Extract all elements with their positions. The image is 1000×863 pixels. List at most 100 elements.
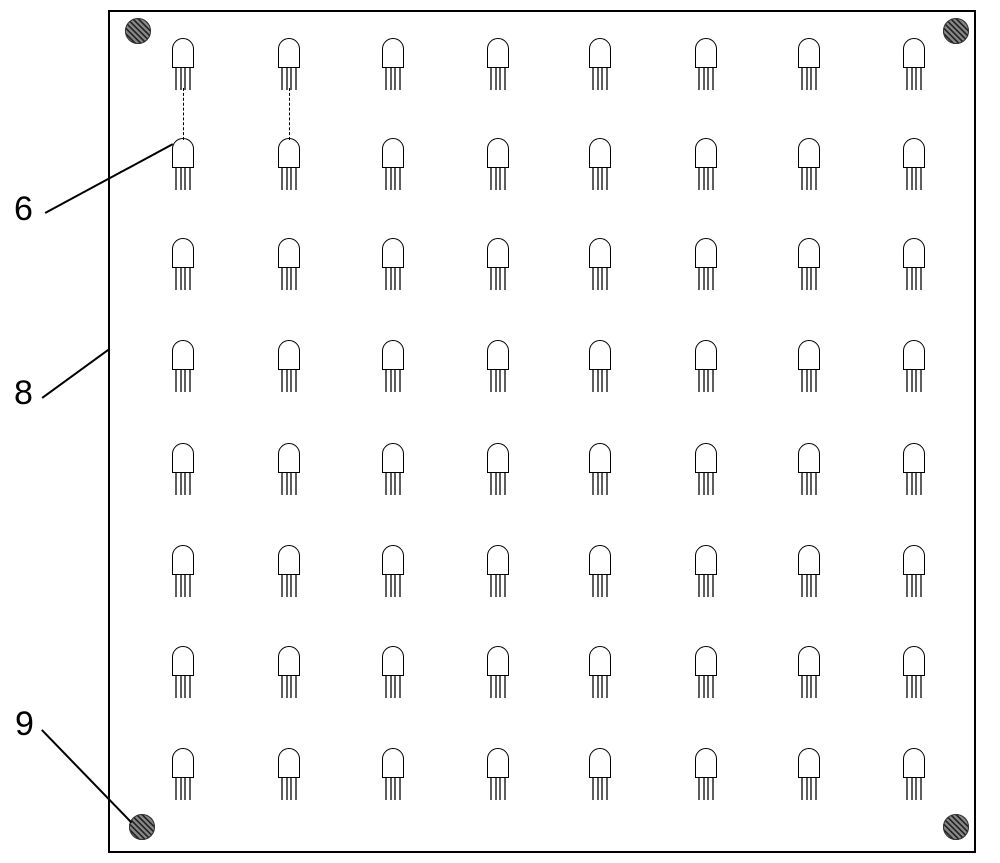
lead (703, 68, 705, 90)
lead (806, 778, 808, 800)
component-r6-c2 (382, 646, 404, 698)
component-body (487, 340, 509, 370)
lead (915, 168, 917, 190)
lead (286, 676, 288, 698)
component-r3-c0 (172, 340, 194, 392)
label-8: 8 (14, 374, 33, 413)
component-r3-c3 (487, 340, 509, 392)
lead (911, 473, 913, 495)
lead (801, 268, 803, 290)
component-r4-c4 (589, 443, 611, 495)
lead (920, 168, 922, 190)
lead (592, 168, 594, 190)
lead (385, 473, 387, 495)
component-leads (385, 68, 401, 90)
component-leads (906, 778, 922, 800)
component-body (278, 340, 300, 370)
lead (801, 676, 803, 698)
component-r4-c1 (278, 443, 300, 495)
component-leads (906, 473, 922, 495)
component-body (172, 238, 194, 268)
screw-1 (943, 18, 969, 44)
component-body (487, 646, 509, 676)
lead (911, 168, 913, 190)
lead (394, 168, 396, 190)
component-r6-c1 (278, 646, 300, 698)
component-r3-c1 (278, 340, 300, 392)
lead (707, 676, 709, 698)
component-leads (281, 268, 297, 290)
lead (295, 168, 297, 190)
lead (281, 268, 283, 290)
lead (490, 370, 492, 392)
lead (712, 370, 714, 392)
lead (703, 473, 705, 495)
component-leads (175, 68, 191, 90)
component-r5-c2 (382, 545, 404, 597)
lead (801, 370, 803, 392)
lead (920, 268, 922, 290)
lead (184, 778, 186, 800)
lead (920, 68, 922, 90)
lead (290, 168, 292, 190)
lead (189, 676, 191, 698)
component-r2-c3 (487, 238, 509, 290)
component-r2-c4 (589, 238, 611, 290)
lead (189, 370, 191, 392)
lead (385, 68, 387, 90)
lead (911, 68, 913, 90)
lead (399, 575, 401, 597)
component-body (903, 238, 925, 268)
component-body (903, 340, 925, 370)
lead (180, 778, 182, 800)
component-body (487, 443, 509, 473)
component-body (903, 138, 925, 168)
component-r0-c1 (278, 38, 300, 90)
lead (698, 778, 700, 800)
lead (703, 778, 705, 800)
lead (698, 575, 700, 597)
lead (712, 268, 714, 290)
component-leads (490, 473, 506, 495)
lead (175, 473, 177, 495)
component-r1-c2 (382, 138, 404, 190)
component-leads (281, 676, 297, 698)
component-leads (281, 778, 297, 800)
lead (707, 68, 709, 90)
lead (175, 575, 177, 597)
lead (703, 575, 705, 597)
component-leads (698, 575, 714, 597)
lead (920, 575, 922, 597)
lead (180, 676, 182, 698)
lead (295, 370, 297, 392)
lead (806, 370, 808, 392)
lead (592, 778, 594, 800)
component-leads (175, 575, 191, 597)
component-body (589, 238, 611, 268)
component-body (589, 38, 611, 68)
lead (390, 370, 392, 392)
lead (290, 370, 292, 392)
lead (815, 778, 817, 800)
component-r0-c0 (172, 38, 194, 90)
component-body (382, 238, 404, 268)
lead (911, 370, 913, 392)
lead (698, 676, 700, 698)
lead (281, 575, 283, 597)
lead (184, 268, 186, 290)
lead (810, 168, 812, 190)
label-6: 6 (14, 190, 33, 229)
lead (390, 676, 392, 698)
lead (915, 68, 917, 90)
component-leads (906, 168, 922, 190)
lead (399, 676, 401, 698)
component-body (798, 443, 820, 473)
lead (281, 778, 283, 800)
component-leads (385, 676, 401, 698)
lead (606, 168, 608, 190)
lead (703, 676, 705, 698)
component-r5-c3 (487, 545, 509, 597)
lead (606, 676, 608, 698)
lead (906, 778, 908, 800)
lead (601, 778, 603, 800)
